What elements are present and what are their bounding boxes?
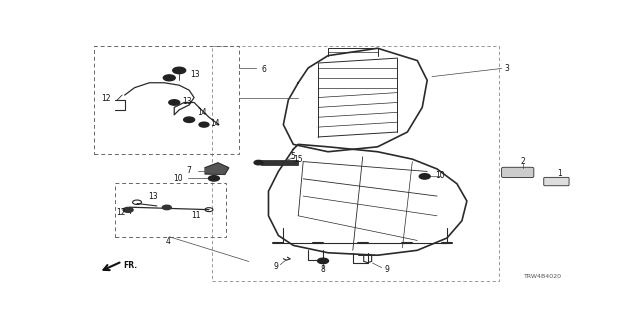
Circle shape [163, 205, 172, 210]
Circle shape [173, 67, 186, 74]
Bar [261, 160, 298, 165]
FancyBboxPatch shape [544, 177, 569, 186]
Text: 13: 13 [148, 192, 158, 201]
Text: 13: 13 [182, 97, 191, 106]
Text: 5: 5 [291, 152, 296, 161]
Text: 8: 8 [321, 265, 325, 274]
Text: 11: 11 [191, 211, 201, 220]
Text: 9: 9 [384, 265, 389, 274]
Text: 14: 14 [210, 119, 220, 128]
Text: 12: 12 [116, 208, 125, 217]
Text: 4: 4 [166, 237, 171, 246]
Text: 6: 6 [261, 65, 266, 74]
Circle shape [169, 100, 180, 105]
Circle shape [199, 122, 209, 127]
Text: 2: 2 [520, 157, 525, 166]
Bar [94, 46, 239, 154]
Text: 13: 13 [190, 70, 200, 79]
Text: 9: 9 [273, 262, 278, 271]
Text: TRW4B4020: TRW4B4020 [524, 275, 562, 279]
Bar [115, 182, 227, 237]
Text: 7: 7 [187, 166, 191, 175]
Bar [212, 46, 499, 281]
Text: 14: 14 [196, 108, 206, 117]
Text: 10: 10 [435, 172, 444, 180]
FancyBboxPatch shape [502, 167, 534, 178]
Circle shape [123, 207, 133, 212]
Circle shape [163, 75, 175, 81]
Text: 12: 12 [101, 94, 111, 103]
Circle shape [419, 174, 430, 179]
Text: 15: 15 [293, 156, 303, 164]
Text: 10: 10 [173, 174, 183, 183]
Polygon shape [205, 163, 229, 174]
Circle shape [209, 176, 220, 181]
Text: 3: 3 [504, 64, 509, 73]
Text: 1: 1 [557, 169, 561, 179]
Circle shape [184, 117, 195, 123]
Circle shape [317, 258, 328, 264]
Text: FR.: FR. [124, 261, 138, 270]
Circle shape [254, 160, 263, 165]
